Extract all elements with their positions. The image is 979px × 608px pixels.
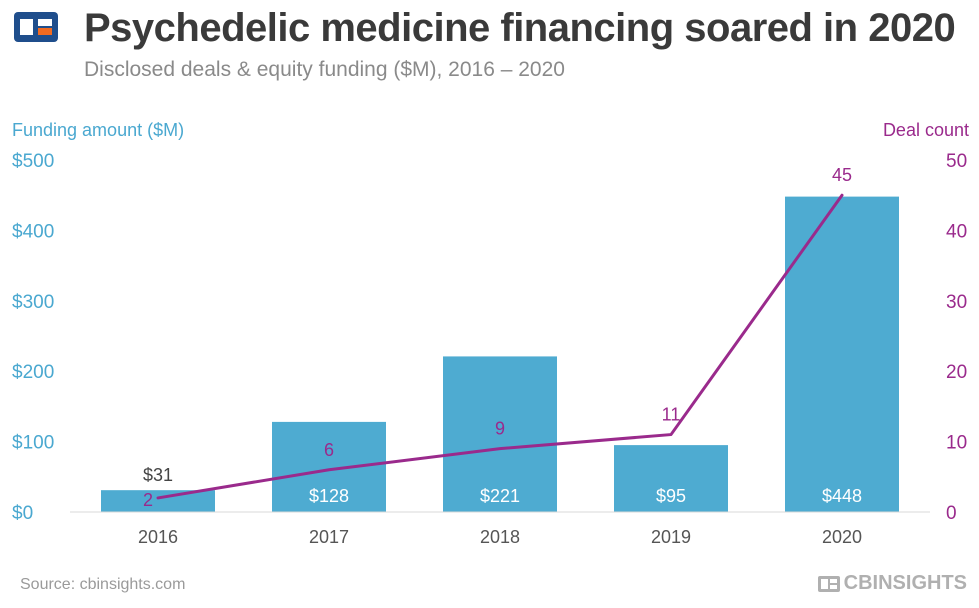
right-axis-tick-label: 40 <box>946 221 967 242</box>
deal-count-label: 6 <box>324 440 334 460</box>
right-axis-title: Deal count <box>882 120 969 140</box>
right-axis-tick-label: 10 <box>946 433 967 454</box>
brand-footer: CBINSIGHTS <box>817 572 967 595</box>
left-axis-tick-label: $0 <box>12 503 33 524</box>
left-axis-tick-label: $500 <box>12 151 54 172</box>
left-axis-tick-label: $200 <box>12 362 54 383</box>
deal-count-label: 45 <box>832 165 852 185</box>
deal-count-label: 2 <box>143 490 153 510</box>
bar-value-label: $448 <box>822 486 862 506</box>
right-axis-tick-label: 20 <box>946 362 967 383</box>
chart-title: Psychedelic medicine financing soared in… <box>84 6 956 50</box>
bar-value-label: $128 <box>309 486 349 506</box>
bar-2019 <box>614 445 728 512</box>
x-axis-tick-label: 2018 <box>480 527 520 547</box>
right-axis-tick-label: 30 <box>946 292 967 313</box>
bar-value-label: $95 <box>656 486 686 506</box>
bar-2017 <box>272 421 386 512</box>
left-axis-tick-label: $400 <box>12 221 54 242</box>
bar-value-label: $221 <box>480 486 520 506</box>
bar-2016 <box>101 490 215 512</box>
left-axis-title: Funding amount ($M) <box>12 120 185 140</box>
x-axis-tick-label: 2016 <box>138 527 178 547</box>
right-axis-tick-label: 0 <box>946 503 957 524</box>
chart-subtitle: Disclosed deals & equity funding ($M), 2… <box>84 58 565 81</box>
bar-2018 <box>443 356 557 512</box>
cb-brand-icon <box>817 575 840 592</box>
left-axis-tick-label: $100 <box>12 433 54 454</box>
source-note: Source: cbinsights.com <box>20 576 186 593</box>
deal-count-line <box>156 193 844 500</box>
bar-value-label: $31 <box>143 465 173 485</box>
x-axis-tick-label: 2019 <box>651 527 691 547</box>
cb-logo-icon <box>14 12 58 42</box>
right-axis-tick-label: 50 <box>946 151 967 172</box>
deal-count-label: 11 <box>662 405 681 425</box>
deal-count-label: 9 <box>495 419 505 439</box>
x-axis-tick-label: 2017 <box>309 527 349 547</box>
bar-2020 <box>785 196 899 512</box>
brand-name: CBINSIGHTS <box>843 572 967 594</box>
left-axis-tick-label: $300 <box>12 292 54 313</box>
x-axis-tick-label: 2020 <box>822 527 862 547</box>
